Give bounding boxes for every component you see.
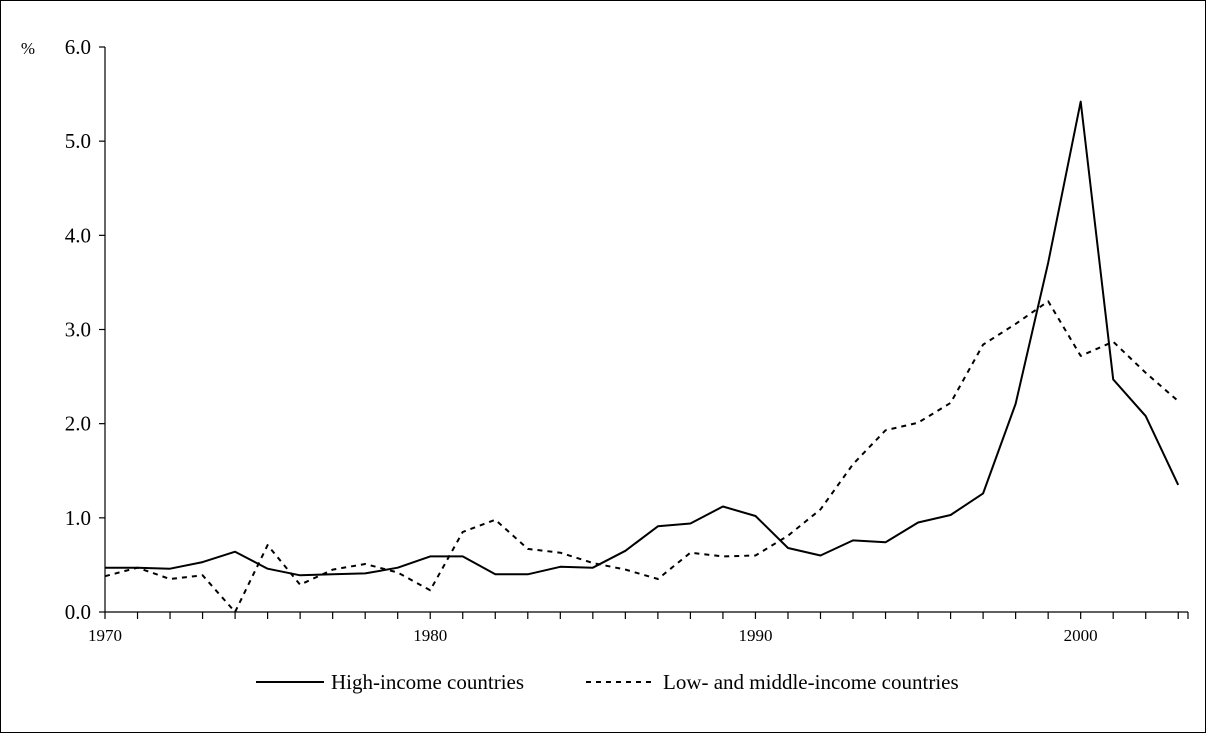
y-tick-label: 4.0 bbox=[65, 223, 91, 247]
x-tick-label: 1990 bbox=[738, 626, 772, 645]
series-line-low-middle-income bbox=[104, 300, 1179, 613]
x-tick-label: 1980 bbox=[413, 626, 447, 645]
y-tick-label: 6.0 bbox=[65, 35, 91, 59]
y-tick-label: 0.0 bbox=[65, 600, 91, 624]
x-tick-label: 1970 bbox=[88, 626, 122, 645]
y-tick-label: 3.0 bbox=[65, 318, 91, 342]
y-axis-ticks: 0.0 1.0 2.0 3.0 4.0 5.0 6.0 bbox=[65, 35, 105, 624]
y-tick-label: 2.0 bbox=[65, 412, 91, 436]
series-line-high-income bbox=[105, 100, 1180, 577]
x-tick-label: 2000 bbox=[1064, 626, 1098, 645]
x-axis-ticks: 1970 1980 1990 2000 bbox=[88, 612, 1189, 645]
legend-label-high-income: High-income countries bbox=[331, 670, 524, 694]
series-lines bbox=[104, 100, 1180, 613]
y-axis-unit-label: % bbox=[21, 39, 35, 58]
y-tick-label: 5.0 bbox=[65, 129, 91, 153]
legend: High-income countries Low- and middle-inc… bbox=[256, 670, 959, 694]
legend-label-low-middle-income: Low- and middle-income countries bbox=[663, 670, 959, 694]
y-tick-label: 1.0 bbox=[65, 506, 91, 530]
